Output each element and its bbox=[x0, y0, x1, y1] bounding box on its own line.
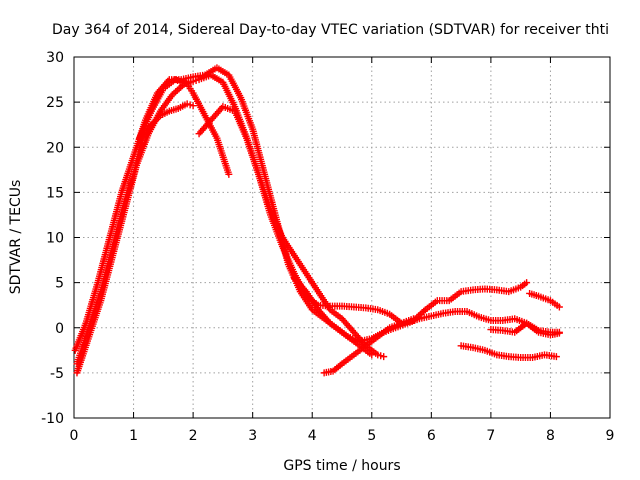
data-point-marker bbox=[225, 170, 233, 178]
y-tick-label: -5 bbox=[50, 366, 64, 382]
y-tick-label: 10 bbox=[46, 231, 64, 247]
x-axis-label: GPS time / hours bbox=[283, 458, 400, 474]
data-point-marker bbox=[380, 353, 388, 361]
data-point-marker bbox=[555, 303, 563, 311]
x-tick-label: 1 bbox=[129, 428, 138, 444]
y-tick-label: 0 bbox=[55, 321, 64, 337]
x-tick-label: 9 bbox=[606, 428, 615, 444]
data-point-marker bbox=[368, 351, 376, 359]
satellite-track-7 bbox=[320, 315, 417, 377]
data-point-marker bbox=[552, 353, 560, 361]
data-point-marker bbox=[523, 279, 531, 287]
axis-ticks: 0 1 2 3 4 5 6 7 8 9 -10 -5 0 5 10 15 20 25 30 bbox=[41, 50, 614, 444]
y-tick-label: 5 bbox=[55, 276, 64, 292]
x-tick-label: 8 bbox=[546, 428, 555, 444]
x-tick-label: 0 bbox=[70, 428, 79, 444]
data-layer bbox=[71, 64, 563, 377]
y-tick-label: -10 bbox=[41, 411, 64, 427]
x-tick-label: 5 bbox=[367, 428, 376, 444]
chart-title: Day 364 of 2014, Sidereal Day-to-day VTE… bbox=[52, 22, 609, 38]
satellite-track-4 bbox=[136, 76, 233, 178]
y-tick-label: 25 bbox=[46, 95, 64, 111]
satellite-track-3 bbox=[73, 100, 197, 368]
satellite-track-5 bbox=[195, 103, 388, 361]
satellite-track-6 bbox=[290, 274, 376, 359]
data-point-marker bbox=[189, 102, 197, 110]
x-tick-label: 7 bbox=[486, 428, 495, 444]
data-point-marker bbox=[409, 315, 417, 323]
x-tick-label: 2 bbox=[189, 428, 198, 444]
x-tick-label: 4 bbox=[308, 428, 317, 444]
x-tick-label: 6 bbox=[427, 428, 436, 444]
satellite-track-9 bbox=[526, 289, 563, 311]
x-tick-label: 3 bbox=[248, 428, 257, 444]
y-tick-label: 15 bbox=[46, 185, 64, 201]
y-axis-label: SDTVAR / TECUs bbox=[8, 180, 24, 295]
satellite-track-2 bbox=[73, 71, 531, 377]
data-point-marker bbox=[555, 328, 563, 336]
y-tick-label: 20 bbox=[46, 140, 64, 156]
satellite-track-8 bbox=[457, 342, 560, 362]
satellite-track-10 bbox=[487, 319, 563, 336]
y-tick-label: 30 bbox=[46, 50, 64, 66]
